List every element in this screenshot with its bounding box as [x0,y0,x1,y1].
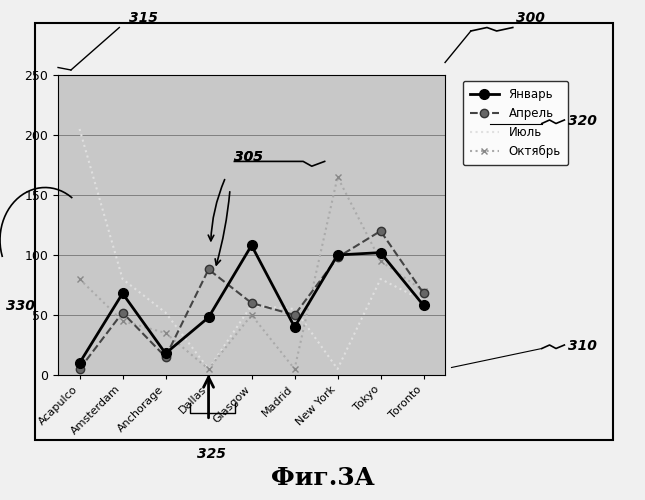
Legend: Январь, Апрель, Июль, Октябрь: Январь, Апрель, Июль, Октябрь [462,81,568,165]
Text: 330: 330 [6,299,35,313]
Октябрь [248,312,255,318]
Январь [420,302,428,308]
Июль [119,276,126,282]
Октябрь [204,366,212,372]
Text: 325: 325 [197,446,226,460]
Январь [333,252,341,258]
Апрель [333,254,341,260]
Апрель [420,290,428,296]
Июль [420,298,428,304]
Январь [119,290,126,296]
Октябрь [377,258,384,264]
Октябрь [75,276,83,282]
Text: 310: 310 [568,339,597,353]
Январь [248,242,255,248]
Июль [204,366,212,372]
Апрель [248,300,255,306]
Октябрь [119,318,126,324]
Апрель [75,366,83,372]
Июль [291,306,299,312]
Июль [75,126,83,132]
Line: Апрель: Апрель [75,227,428,373]
Октябрь [162,330,170,336]
Text: 320: 320 [568,114,597,128]
Text: 305: 305 [234,150,263,164]
Январь [162,350,170,356]
Октябрь [291,366,299,372]
Октябрь [420,288,428,294]
Июль [333,366,341,372]
Январь [377,250,384,256]
Январь [204,314,212,320]
Апрель [162,354,170,360]
Апрель [377,228,384,234]
Июль [377,276,384,282]
Июль [162,310,170,316]
Январь [75,360,83,366]
Line: Июль: Июль [79,129,424,369]
Апрель [119,310,126,316]
Июль [248,302,255,308]
Text: 305: 305 [234,150,263,164]
Line: Январь: Январь [75,240,428,368]
Line: Октябрь: Октябрь [76,174,427,372]
Апрель [291,312,299,318]
Апрель [204,266,212,272]
Октябрь [333,174,341,180]
Январь [291,324,299,330]
Text: 315: 315 [129,12,158,26]
Text: 300: 300 [516,12,545,26]
Text: Фиг.3A: Фиг.3A [271,466,374,490]
